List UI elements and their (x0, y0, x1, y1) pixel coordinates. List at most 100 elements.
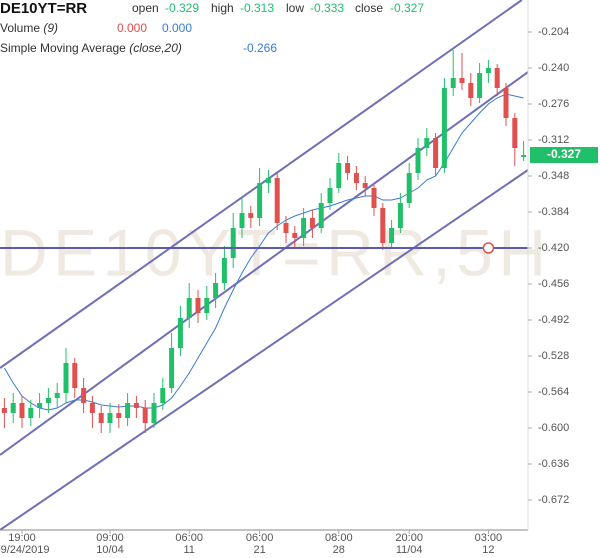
channel-line (0, 169, 528, 530)
x-tick-label: 20:00 (395, 532, 423, 544)
candle-body (19, 403, 25, 418)
candle-body (397, 203, 403, 228)
y-tick-label: -0.636 (538, 458, 569, 470)
candle-body (318, 203, 324, 228)
legend-value: -0.313 (240, 1, 274, 15)
candle-body (89, 403, 95, 413)
x-tick-label: 03:00 (475, 532, 503, 544)
x-tick-label: 19:00 (8, 532, 36, 544)
watermark: DE10YT=RR,5H (0, 215, 546, 289)
candle-body (415, 148, 421, 173)
candle-body (274, 178, 280, 223)
candle-body (485, 68, 491, 73)
candle-body (468, 83, 474, 98)
candle-body (1, 408, 7, 413)
candle-body (301, 218, 307, 238)
candle-body (459, 78, 465, 83)
candle-body (72, 363, 78, 388)
x-tick-label: 11 (183, 544, 194, 556)
candle-body (406, 173, 412, 203)
candle-body (380, 208, 386, 243)
candle-body (125, 403, 131, 418)
y-tick-label: -0.600 (538, 422, 569, 434)
candle-body (107, 413, 113, 423)
candle-body (221, 258, 227, 283)
candle-body (353, 173, 359, 183)
y-tick-label: -0.348 (538, 170, 569, 182)
legend-value: -0.327 (390, 1, 424, 15)
legend-key: high (211, 1, 234, 15)
sma-last: -0.266 (243, 41, 277, 55)
last-price: -0.327 (547, 147, 581, 161)
candle-body (63, 363, 69, 393)
candle-body (503, 88, 509, 118)
x-tick-label: 10/04 (96, 544, 124, 556)
volume-value: 0.000 (117, 21, 147, 35)
y-tick-label: -0.240 (538, 62, 569, 74)
candle-body (160, 388, 166, 403)
y-tick-label: -0.204 (538, 26, 569, 38)
candle-body (371, 188, 377, 208)
chart-title: DE10YT=RR (0, 0, 87, 17)
candle-body (424, 138, 430, 148)
candle-body (309, 218, 315, 228)
candle-body (265, 178, 271, 183)
candle-body (433, 138, 439, 168)
candle-body (521, 155, 527, 157)
candle-body (292, 233, 298, 238)
legend-key: low (286, 1, 304, 15)
sma-params: (close,20) (129, 41, 182, 55)
line-handle (482, 242, 495, 254)
candle-body (151, 403, 157, 423)
candle-body (195, 298, 201, 313)
candle-body (177, 318, 183, 348)
candle-body (213, 283, 219, 298)
y-tick-label: -0.420 (538, 242, 569, 254)
x-tick-label: 09:00 (96, 532, 124, 544)
candle-body (45, 398, 51, 403)
x-tick-label: 06:00 (246, 532, 274, 544)
candle-body (230, 228, 236, 258)
x-tick-label: 08:00 (325, 532, 353, 544)
candle-body (239, 213, 245, 228)
x-tick-label: 12 (482, 544, 494, 556)
candle-body (116, 413, 122, 418)
candle-body (81, 388, 87, 403)
y-tick-label: -0.276 (538, 98, 569, 110)
volume-label: Volume (9) (0, 21, 58, 35)
y-tick-label: -0.312 (538, 134, 569, 146)
last-price-tag (530, 147, 598, 163)
candle-body (186, 298, 192, 318)
y-tick-label: -0.672 (538, 494, 569, 506)
candle-body (283, 223, 289, 233)
candle-body (441, 88, 447, 168)
candle-body (133, 403, 139, 408)
candle-body (345, 163, 351, 173)
candle-body (248, 213, 254, 218)
candle-body (257, 183, 263, 218)
y-tick-label: -0.492 (538, 314, 569, 326)
x-tick-label: 06:00 (175, 532, 203, 544)
x-tick-label: 11/04 (396, 544, 423, 556)
y-tick-label: -0.528 (538, 350, 569, 362)
channel-line (0, 71, 528, 456)
volume-value: 0.000 (162, 21, 192, 35)
candle-body (169, 348, 175, 388)
sma-line (3, 93, 524, 411)
candle-body (336, 163, 342, 188)
volume-params: (9) (43, 21, 58, 35)
x-tick-label: 09/24/2019 (0, 544, 50, 556)
plot-area (0, 0, 528, 530)
sma-label: Simple Moving Average (close,20) (0, 41, 182, 55)
sma-name: Simple Moving Average (0, 41, 126, 55)
legend-key: close (355, 1, 383, 15)
candle-body (10, 403, 16, 413)
candle-body (477, 73, 483, 98)
candle-body (389, 228, 395, 243)
candle-body (512, 118, 518, 148)
x-tick-label: 21 (253, 544, 265, 556)
legend-value: -0.333 (310, 1, 344, 15)
x-tick-label: 28 (333, 544, 345, 556)
candle-body (37, 403, 43, 408)
